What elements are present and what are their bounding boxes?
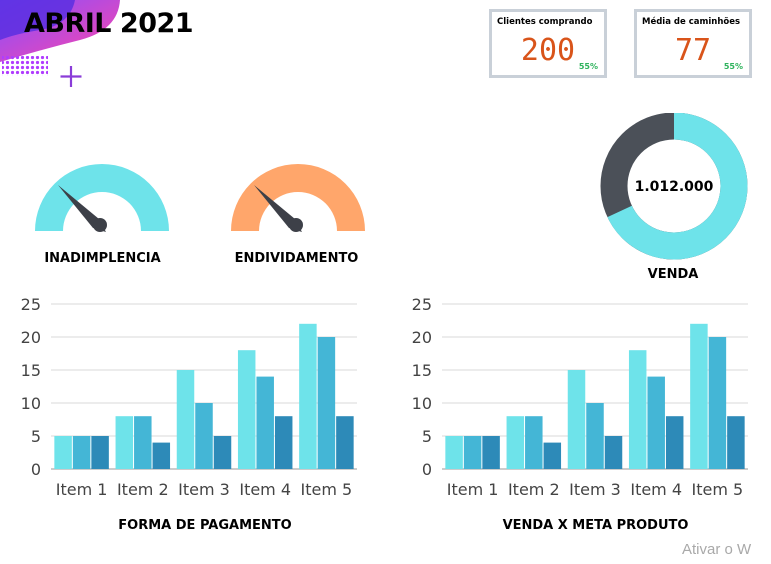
y-tick-label: 10: [412, 394, 432, 413]
gauge-endividamento: [231, 164, 365, 232]
bar: [115, 416, 134, 469]
bar-chart-forma-pagamento: 0 5 10 15 20 25 Item 1 Item 2 Item 3 Item 4 Item 5: [21, 295, 357, 499]
bar: [506, 416, 525, 469]
y-tick-label: 10: [21, 394, 41, 413]
bar: [445, 436, 463, 469]
y-tick-label: 5: [422, 427, 432, 446]
y-tick-label: 20: [412, 328, 432, 347]
kpi-value: 77: [674, 33, 712, 68]
y-tick-label: 5: [31, 427, 41, 446]
venda-donut: 1.012.000: [600, 113, 748, 260]
y-tick-label: 25: [412, 295, 432, 314]
bar: [690, 323, 708, 469]
bar: [152, 442, 171, 469]
gauge-needle: [254, 185, 302, 232]
bar: [586, 403, 604, 469]
donut-fill: [600, 113, 748, 260]
gauge-label-endividamento: ENDIVIDAMENTO: [234, 251, 359, 266]
bar: [91, 436, 109, 469]
windows-activation-watermark: Ativar o W: [682, 541, 752, 558]
donut-label: VENDA: [647, 267, 699, 282]
x-tick-label: Item 1: [56, 480, 108, 499]
x-tick-label: Item 1: [447, 480, 499, 499]
bar: [237, 350, 256, 469]
x-tick-label: Item 2: [117, 480, 169, 499]
bar: [628, 350, 647, 469]
y-tick-label: 20: [21, 328, 41, 347]
kpi-percent: 55%: [578, 62, 598, 71]
gauge-needle: [58, 185, 106, 232]
chart-title-forma-pagamento: FORMA DE PAGAMENTO: [118, 518, 292, 533]
x-tick-label: Item 4: [630, 480, 682, 499]
bar: [604, 436, 623, 469]
bar: [176, 370, 195, 469]
gauge-label-inadimplencia: INADIMPLENCIA: [44, 251, 161, 266]
bar: [727, 416, 745, 469]
bar: [299, 323, 317, 469]
bar: [525, 416, 543, 469]
kpi-label: Média de caminhões: [642, 17, 741, 27]
y-tick-label: 0: [422, 460, 432, 479]
bar: [317, 337, 336, 469]
bar: [463, 436, 482, 469]
x-tick-label: Item 3: [569, 480, 621, 499]
bar: [256, 376, 274, 469]
header-decoration: [0, 0, 120, 87]
bar: [213, 436, 232, 469]
kpi-value: 200: [520, 33, 576, 68]
gauge-arc: [35, 164, 169, 231]
bar: [72, 436, 91, 469]
x-tick-label: Item 4: [239, 480, 291, 499]
kpi-label: Clientes comprando: [497, 17, 593, 27]
kpi-card-caminhoes: Média de caminhões 77 55%: [634, 9, 752, 78]
y-tick-label: 15: [21, 361, 41, 380]
bar: [665, 416, 684, 469]
bar: [274, 416, 293, 469]
bar-chart-venda-meta: 0 5 10 15 20 25 Item 1 Item 2 Item 3 Item 4 Item 5: [412, 295, 748, 499]
y-tick-label: 25: [21, 295, 41, 314]
kpi-percent: 55%: [723, 62, 743, 71]
bar: [54, 436, 72, 469]
x-tick-label: Item 3: [178, 480, 230, 499]
bar: [134, 416, 152, 469]
x-tick-label: Item 5: [692, 480, 744, 499]
x-tick-label: Item 5: [301, 480, 353, 499]
x-tick-label: Item 2: [508, 480, 560, 499]
kpi-card-clientes: Clientes comprando 200 55%: [489, 9, 607, 78]
bar: [708, 337, 727, 469]
bar: [567, 370, 586, 469]
bar: [195, 403, 213, 469]
gauge-inadimplencia: [35, 164, 169, 232]
bar: [647, 376, 665, 469]
y-tick-label: 15: [412, 361, 432, 380]
y-tick-label: 0: [31, 460, 41, 479]
bar: [482, 436, 500, 469]
bar: [336, 416, 354, 469]
donut-center-value: 1.012.000: [635, 179, 714, 195]
chart-title-venda-meta: VENDA X META PRODUTO: [502, 518, 689, 533]
bar: [543, 442, 562, 469]
gauge-arc: [231, 164, 365, 231]
page-title: ABRIL 2021: [24, 8, 194, 39]
